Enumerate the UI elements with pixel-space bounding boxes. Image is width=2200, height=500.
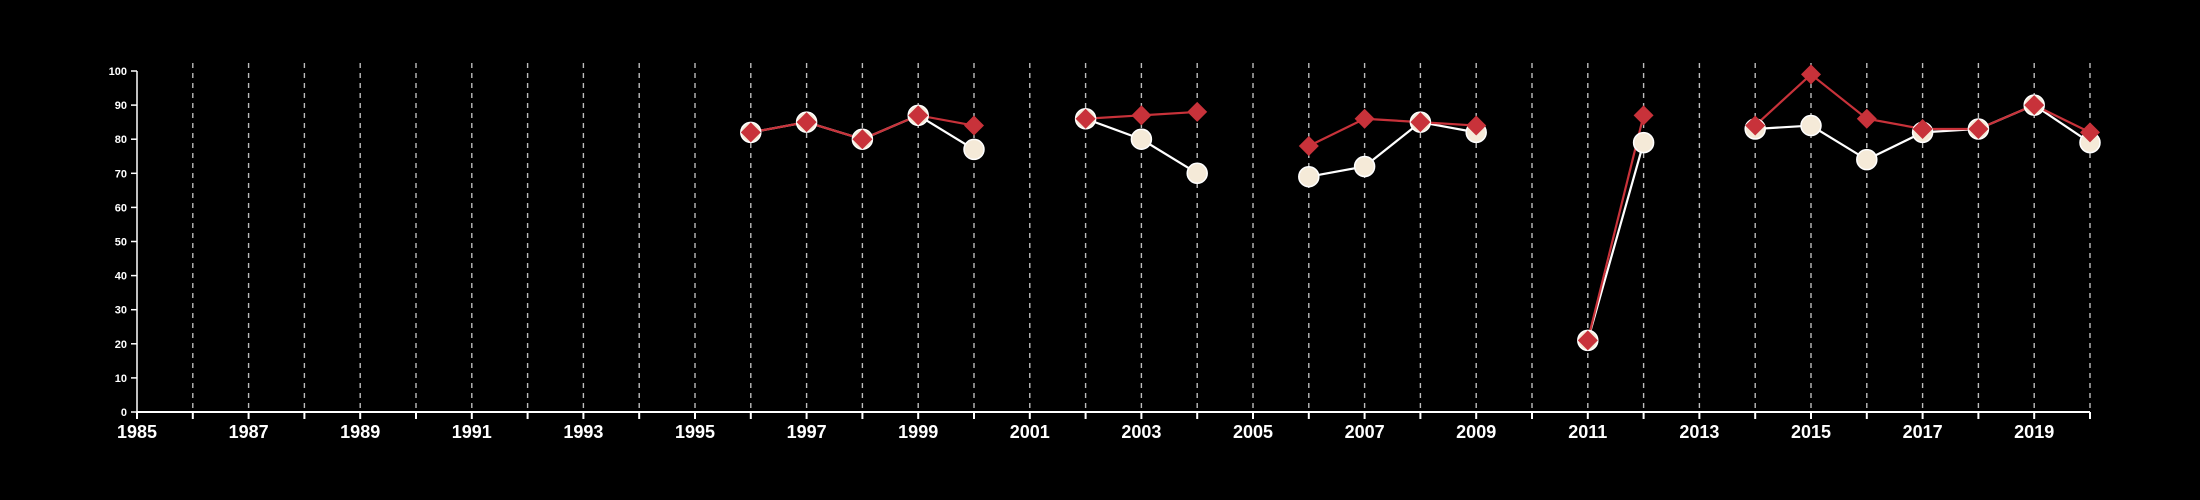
- vertical-gridlines: [192, 63, 2091, 412]
- diamond-point: [1801, 64, 1821, 85]
- x-tick-label: 1997: [787, 422, 827, 442]
- circle-point: [1800, 114, 1822, 137]
- x-tick-label: 2001: [1010, 422, 1050, 442]
- circle-point: [1186, 162, 1208, 185]
- diamond-point: [1075, 108, 1096, 129]
- diamond-point: [1856, 108, 1877, 129]
- y-tick-label: 50: [115, 237, 127, 249]
- x-tick-label: 1991: [452, 422, 492, 442]
- circle-series-line: [1308, 120, 1477, 178]
- diamond-point: [1745, 115, 1766, 136]
- x-tick-label: 1999: [898, 422, 938, 442]
- diamond-point: [1131, 105, 1152, 126]
- diamond-point: [1187, 101, 1208, 122]
- diamond-point: [1298, 136, 1319, 157]
- y-tick-label: 40: [115, 271, 127, 283]
- diamond-point: [1466, 115, 1487, 136]
- diamond-point: [796, 112, 817, 133]
- x-tick-label: 2007: [1345, 422, 1385, 442]
- x-tick-label: 2003: [1121, 422, 1161, 442]
- diamond-point: [1577, 330, 1598, 351]
- x-tick-label: 2017: [1903, 422, 1943, 442]
- x-tick-label: 1989: [340, 422, 380, 442]
- diamond-point: [908, 105, 929, 126]
- y-tick-label: 0: [121, 407, 127, 419]
- diamond-point: [1968, 118, 1989, 139]
- x-tick-label: 1985: [117, 422, 157, 442]
- circle-point: [1130, 128, 1153, 150]
- circle-point: [1632, 131, 1655, 154]
- diamond-point: [2080, 122, 2100, 143]
- y-tick-label: 100: [109, 66, 127, 78]
- diamond-series-line: [1308, 117, 1477, 148]
- diamond-point: [1354, 108, 1375, 129]
- x-tick-label: 2009: [1456, 422, 1496, 442]
- axes: 1985 1987 1989 1991 1993 1995 1997 1999 2001 2003…: [109, 66, 2091, 442]
- y-tick-label: 10: [115, 373, 127, 385]
- diamond-series-line: [1586, 115, 1645, 341]
- circle-point: [1298, 165, 1320, 188]
- x-tick-label: 1995: [675, 422, 715, 442]
- circle-point: [963, 138, 985, 161]
- x-tick-label: 2011: [1568, 422, 1607, 442]
- series-markers: [740, 64, 2101, 352]
- y-tick-label: 80: [115, 134, 127, 146]
- diamond-point: [964, 115, 984, 136]
- x-tick-label: 2013: [1679, 422, 1719, 442]
- y-tick-label: 30: [115, 305, 127, 317]
- diamond-point: [2024, 95, 2045, 116]
- circle-point: [1856, 148, 1878, 171]
- circle-point: [1353, 155, 1376, 178]
- diamond-point: [1912, 118, 1933, 139]
- x-tick-label: 1987: [229, 422, 269, 442]
- diamond-point: [1633, 105, 1654, 126]
- x-tick-label: 2015: [1791, 422, 1831, 442]
- y-tick-label: 60: [115, 202, 127, 214]
- diamond-point: [740, 122, 761, 143]
- x-tick-label: 2019: [2014, 422, 2054, 442]
- x-tick-label: 2005: [1233, 422, 1273, 442]
- y-tick-label: 70: [115, 168, 127, 180]
- y-tick-label: 90: [115, 100, 127, 112]
- diamond-point: [1410, 112, 1431, 133]
- y-tick-label: 20: [115, 339, 127, 351]
- diamond-point: [852, 129, 873, 150]
- x-tick-label: 1993: [563, 422, 603, 442]
